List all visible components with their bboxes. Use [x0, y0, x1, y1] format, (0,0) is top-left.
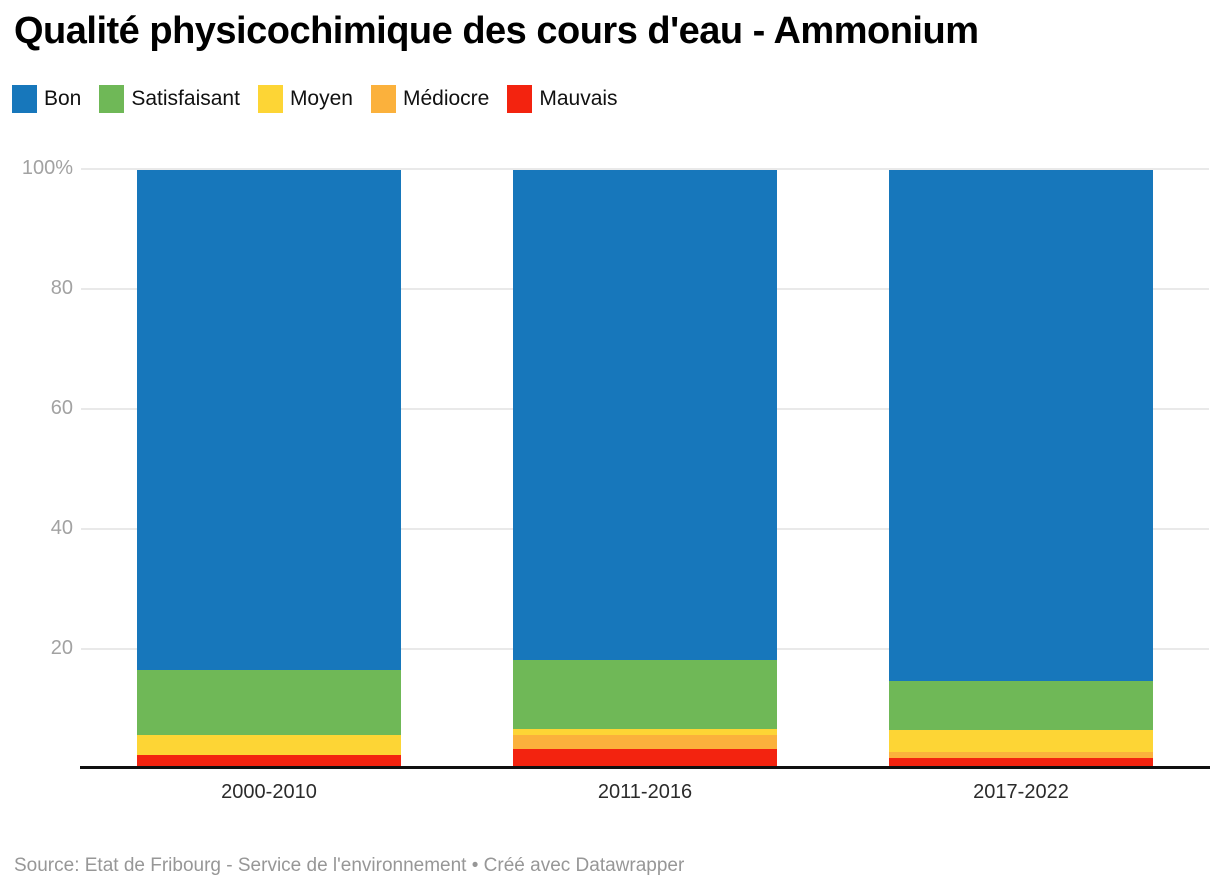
legend-label-mediocre: Médiocre [402, 87, 490, 110]
y-tick-label-100: 100% [21, 157, 73, 179]
y-tick-label-80: 80 [50, 277, 73, 299]
bar-segment-2000-2010-satisfaisant[interactable] [137, 670, 401, 736]
gridline-100 [81, 168, 1209, 170]
bar-segment-2017-2022-satisfaisant[interactable] [889, 681, 1153, 731]
x-tick-label-2000-2010: 2000-2010 [221, 781, 317, 803]
bar-segment-2017-2022-bon[interactable] [889, 170, 1153, 682]
x-tick-label-2011-2016: 2011-2016 [597, 781, 693, 803]
bar-segment-2000-2010-mauvais[interactable] [137, 754, 401, 768]
bar-segment-2017-2022-mediocre[interactable] [889, 752, 1153, 758]
bar-2011-2016 [513, 170, 777, 768]
bar-segment-2000-2010-bon[interactable] [137, 170, 401, 671]
plot-area [81, 168, 1209, 768]
bar-segment-2011-2016-mediocre[interactable] [513, 735, 777, 750]
bar-segment-2011-2016-bon[interactable] [513, 170, 777, 661]
legend-swatch-satisfaisant [99, 85, 125, 113]
legend-label-moyen: Moyen [289, 87, 353, 110]
legend-label-satisfaisant: Satisfaisant [131, 87, 240, 110]
bar-segment-2011-2016-satisfaisant[interactable] [513, 660, 777, 730]
bar-2000-2010 [137, 170, 401, 768]
legend-swatch-mauvais [507, 85, 533, 113]
bar-segment-2000-2010-moyen[interactable] [137, 735, 401, 755]
y-tick-label-20: 20 [50, 637, 73, 659]
x-tick-label-2017-2022: 2017-2022 [973, 781, 1069, 803]
bar-2017-2022 [889, 170, 1153, 768]
legend: Bon Satisfaisant Moyen Médiocre Mauvais [12, 85, 618, 113]
x-axis-line [80, 766, 1210, 769]
bar-segment-2011-2016-mauvais[interactable] [513, 749, 777, 768]
legend-item-satisfaisant: Satisfaisant [99, 85, 240, 113]
legend-item-bon: Bon [12, 85, 81, 113]
legend-label-bon: Bon [44, 87, 82, 110]
legend-swatch-bon [12, 85, 37, 113]
source-attribution: Source: Etat de Fribourg - Service de l'… [14, 855, 685, 876]
y-tick-label-40: 40 [50, 517, 73, 539]
bar-segment-2017-2022-moyen[interactable] [889, 730, 1153, 753]
bar-segment-2017-2022-mauvais[interactable] [889, 757, 1153, 768]
legend-swatch-mediocre [370, 85, 396, 113]
legend-item-mauvais: Mauvais [507, 85, 618, 113]
bar-segment-2011-2016-moyen[interactable] [513, 729, 777, 736]
legend-swatch-moyen [257, 85, 283, 113]
legend-item-moyen: Moyen [257, 85, 353, 113]
legend-item-mediocre: Médiocre [370, 85, 490, 113]
legend-label-mauvais: Mauvais [539, 87, 618, 110]
y-tick-label-60: 60 [50, 397, 73, 419]
page-title: Qualité physicochimique des cours d'eau … [14, 10, 979, 52]
